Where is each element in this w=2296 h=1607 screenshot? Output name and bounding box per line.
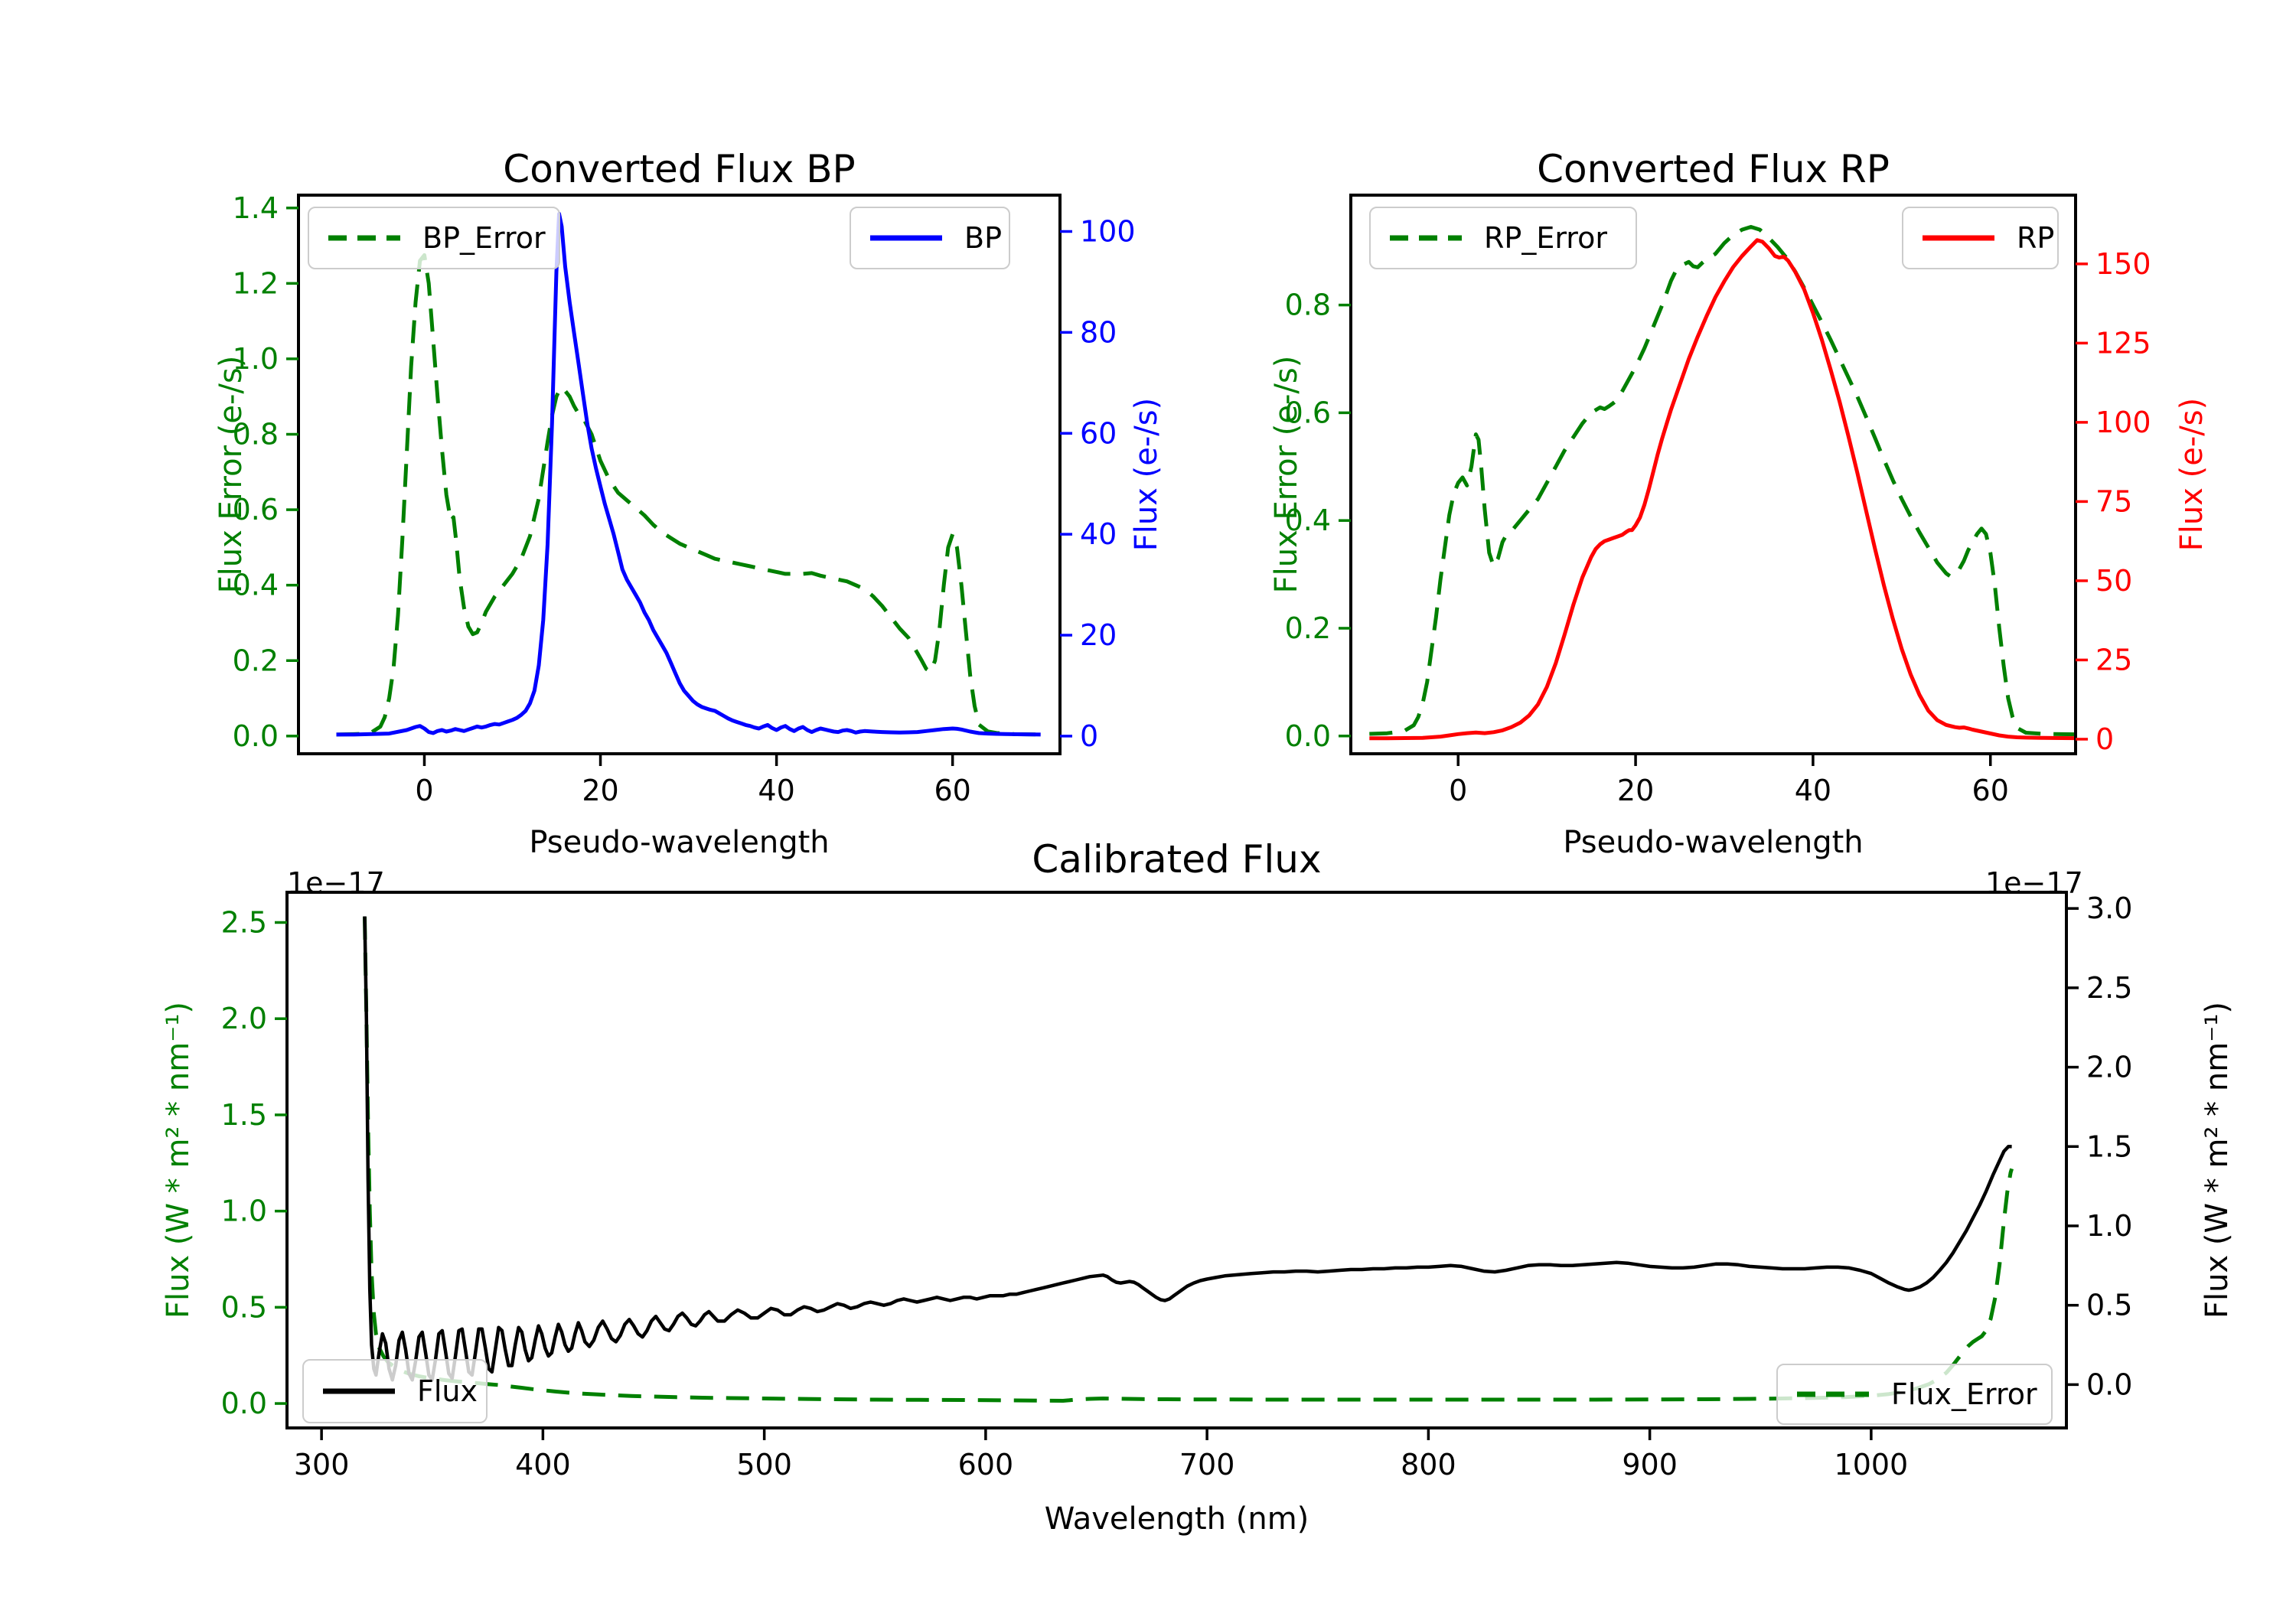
- right-y-tick-label: 100: [1080, 214, 1136, 248]
- x-tick-label: 40: [1795, 774, 1831, 807]
- left-y-tick-label: 2.5: [221, 905, 267, 939]
- left-y-tick-label: 0.5: [221, 1290, 267, 1324]
- x-tick-label: 60: [934, 774, 970, 807]
- legend-line-sample: [1923, 235, 1994, 241]
- legend-label: RP: [2017, 221, 2055, 255]
- left-y-tick-label: 0.0: [233, 719, 279, 753]
- right-y-tick-label: 25: [2095, 643, 2132, 676]
- left-y-tick-label: 1.0: [221, 1195, 267, 1228]
- bp-xlabel: Pseudo-wavelength: [529, 825, 830, 860]
- right-y-tick-label: 150: [2095, 247, 2151, 281]
- calibrated-xlabel: Wavelength (nm): [1044, 1501, 1309, 1537]
- x-tick-label: 500: [736, 1448, 792, 1482]
- left-y-tick-label: 0.4: [233, 569, 279, 602]
- bp-error-line: [336, 253, 1041, 737]
- x-tick-label: 700: [1179, 1448, 1235, 1482]
- left-y-tick-label: 1.2: [233, 266, 279, 300]
- left-y-tick-label: 0.4: [1285, 504, 1331, 537]
- legend-line-sample: [323, 1388, 395, 1394]
- right-y-tick-label: 80: [1080, 315, 1117, 349]
- x-tick-label: 800: [1401, 1448, 1456, 1482]
- left-y-tick-label: 0.2: [233, 644, 279, 677]
- axes-spines: [297, 194, 1062, 755]
- right-y-tick-label: 20: [1080, 618, 1117, 652]
- bp-title: Converted Flux BP: [503, 147, 856, 191]
- legend-label: RP_Error: [1484, 221, 1607, 255]
- right-y-tick-label: 75: [2095, 484, 2132, 518]
- x-tick-label: 40: [758, 774, 794, 807]
- x-tick-label: 20: [1617, 774, 1654, 807]
- x-tick-label: 400: [515, 1448, 571, 1482]
- bp-plot-area: 0 20 40 60 0.0 0.2 0.4 0.6 0.8 1.0 1.2 1.4 0 20 40 60 80…: [233, 191, 1136, 807]
- left-y-tick-label: 0.0: [1285, 719, 1331, 753]
- bp-line: [336, 211, 1041, 737]
- calibrated-title: Calibrated Flux: [1032, 837, 1322, 882]
- bp-legend: BP: [850, 207, 1010, 269]
- rp-legend: RP: [1902, 207, 2059, 269]
- legend-line-sample: [870, 235, 942, 241]
- x-tick-label: 20: [582, 774, 618, 807]
- axes-spines: [285, 891, 2068, 1429]
- x-tick-label: 0: [415, 774, 433, 807]
- x-tick-label: 0: [1449, 774, 1467, 807]
- right-y-tick-label: 0.5: [2086, 1289, 2132, 1322]
- right-y-tick-label: 60: [1080, 416, 1117, 450]
- x-tick-label: 1000: [1835, 1448, 1909, 1482]
- legend-line-sample: [1390, 235, 1462, 241]
- right-y-tick-label: 3.0: [2086, 892, 2132, 925]
- rp-xlabel: Pseudo-wavelength: [1563, 825, 1864, 860]
- rp-error-legend: RP_Error: [1369, 207, 1637, 269]
- right-y-tick-label: 100: [2095, 406, 2151, 439]
- flux-line: [363, 916, 2012, 1382]
- x-tick-label: 300: [294, 1448, 350, 1482]
- offset-text-left: 1e−17: [287, 866, 385, 900]
- right-y-tick-label: 0.0: [2086, 1367, 2132, 1401]
- flux-error-legend: Flux_Error: [1776, 1364, 2053, 1425]
- left-y-tick-label: 0.0: [221, 1387, 267, 1420]
- right-y-tick-label: 2.0: [2086, 1051, 2132, 1084]
- left-y-tick-label: 0.8: [233, 418, 279, 451]
- rp-line: [1369, 238, 2076, 741]
- right-y-tick-label: 0: [1080, 719, 1098, 753]
- legend-label: BP_Error: [422, 221, 546, 255]
- left-y-tick-label: 0.2: [1285, 611, 1331, 645]
- right-y-tick-label: 40: [1080, 517, 1117, 551]
- legend-label: Flux_Error: [1891, 1377, 2037, 1411]
- right-y-tick-label: 2.5: [2086, 971, 2132, 1005]
- rp-error-line: [1369, 225, 2076, 737]
- legend-line-sample: [328, 235, 400, 241]
- left-y-tick-label: 1.0: [233, 342, 279, 376]
- bp-error-legend: BP_Error: [308, 207, 560, 269]
- right-y-tick-label: 50: [2095, 564, 2132, 598]
- right-y-tick-label: 1.0: [2086, 1209, 2132, 1243]
- right-y-tick-label: 0: [2095, 722, 2114, 756]
- legend-line-sample: [1797, 1391, 1869, 1397]
- x-tick-label: 900: [1622, 1448, 1678, 1482]
- offset-text-right: 1e−17: [1985, 866, 2083, 900]
- rp-title: Converted Flux RP: [1537, 147, 1890, 191]
- left-y-tick-label: 0.6: [233, 493, 279, 526]
- flux-legend: Flux: [302, 1359, 488, 1423]
- flux-error-line: [363, 916, 2014, 1403]
- x-tick-label: 600: [958, 1448, 1014, 1482]
- x-tick-label: 60: [1972, 774, 2009, 807]
- left-y-tick-label: 1.4: [233, 191, 279, 225]
- right-y-tick-label: 125: [2095, 326, 2151, 360]
- left-y-tick-label: 0.8: [1285, 288, 1331, 322]
- axes-spines: [1349, 194, 2077, 755]
- left-y-tick-label: 2.0: [221, 1002, 267, 1035]
- rp-plot-area: 0 20 40 60 0.0 0.2 0.4 0.6 0.8 0 25 50 75 100 125 150: [1285, 194, 2151, 807]
- legend-label: Flux: [417, 1374, 478, 1408]
- left-y-tick-label: 1.5: [221, 1098, 267, 1132]
- left-y-tick-label: 0.6: [1285, 396, 1331, 429]
- right-y-tick-label: 1.5: [2086, 1129, 2132, 1163]
- legend-label: BP: [964, 221, 1002, 255]
